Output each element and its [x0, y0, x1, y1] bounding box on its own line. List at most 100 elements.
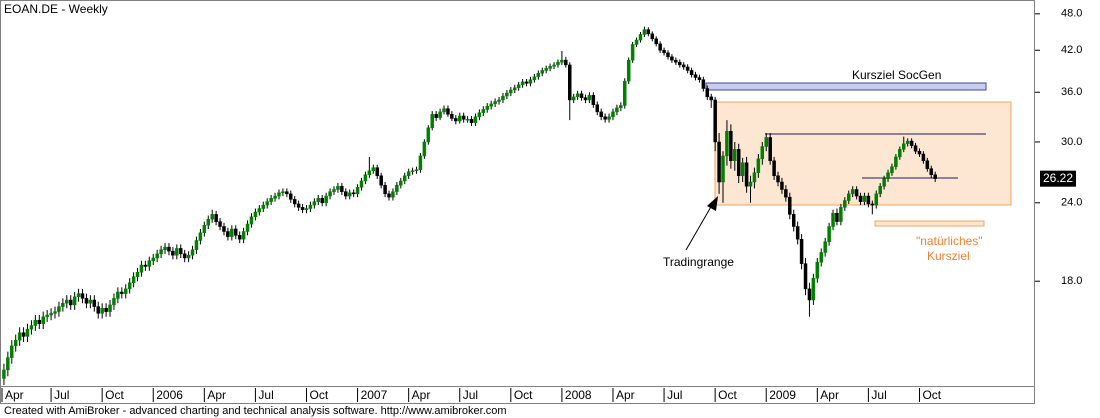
candle-body: [351, 192, 356, 195]
candle-body: [642, 29, 647, 35]
candle-body: [473, 116, 478, 123]
candle-body: [112, 298, 116, 306]
candle-body: [426, 127, 431, 143]
candle-body: [512, 87, 517, 91]
candle-body: [190, 249, 195, 256]
candle-body: [127, 282, 132, 290]
candle-body: [544, 68, 548, 71]
candle-body: [564, 59, 568, 66]
x-tick-label: Oct: [718, 388, 737, 402]
candle-body: [591, 95, 596, 105]
candle-body: [375, 167, 379, 177]
candle-body: [143, 264, 148, 267]
candle-body: [740, 162, 745, 177]
candle-body: [269, 198, 273, 202]
candle-body: [803, 263, 808, 290]
candle-body: [736, 149, 741, 177]
candle-body: [772, 160, 776, 177]
annotation-arrow: [685, 204, 713, 251]
candle-body: [925, 160, 930, 169]
candle-body: [202, 225, 207, 234]
candle-body: [905, 140, 910, 145]
candle-body: [434, 114, 438, 118]
candle-body: [340, 186, 344, 192]
candle-body: [477, 112, 482, 118]
candle-body: [921, 153, 926, 162]
natural-target-box: [874, 220, 985, 227]
candle-body: [811, 277, 816, 301]
x-tick-label: Jul: [258, 388, 273, 402]
candle-body: [721, 155, 725, 183]
candle-body: [568, 64, 572, 101]
candle-body: [611, 111, 615, 118]
candle-body: [253, 211, 258, 218]
trading-range-box: [714, 101, 1012, 206]
candle-body: [827, 226, 831, 243]
candle-body: [10, 345, 14, 358]
candle-body: [84, 298, 89, 304]
candle-body: [697, 77, 702, 80]
candle-body: [854, 189, 859, 197]
candle-body: [391, 191, 395, 198]
candle-body: [607, 116, 611, 120]
candle-body: [418, 155, 423, 170]
candle-body: [909, 140, 914, 146]
candle-body: [481, 109, 486, 113]
candle-body: [371, 167, 376, 171]
candle-body: [752, 172, 757, 183]
candle-body: [560, 59, 564, 63]
candle-body: [198, 232, 203, 241]
x-tick-label: Jul: [463, 388, 478, 402]
candle-body: [57, 306, 61, 312]
candle-body: [725, 131, 729, 157]
candle-body: [312, 201, 317, 206]
candle-body: [17, 332, 22, 341]
candle-body: [206, 218, 211, 226]
candle-body: [289, 193, 293, 200]
candle-body: [890, 166, 894, 173]
candle-body: [151, 257, 155, 262]
candle-body: [324, 195, 328, 204]
candle-body: [705, 88, 710, 98]
candle-body: [489, 103, 493, 107]
candle-body: [277, 192, 281, 197]
candle-body: [685, 66, 690, 71]
candle-body: [450, 114, 454, 119]
candle-body: [760, 146, 765, 160]
candle-body: [630, 44, 635, 61]
candle-body: [524, 81, 529, 84]
y-tick-label: 48.0: [1061, 8, 1082, 20]
candle-body: [579, 93, 584, 98]
candle-body: [654, 38, 658, 45]
candle-body: [784, 189, 788, 198]
candle-body: [795, 226, 800, 240]
candle-body: [72, 296, 77, 306]
x-tick-label: 2006: [156, 388, 183, 402]
candle-body: [65, 299, 69, 304]
candle-body: [379, 175, 383, 186]
candle-body: [108, 304, 112, 312]
candle-body: [658, 43, 662, 51]
candle-body: [45, 314, 49, 317]
candle-body: [182, 253, 187, 259]
candle-body: [493, 101, 497, 105]
last-price-label: 26.22: [1043, 171, 1073, 185]
candle-body: [300, 207, 305, 210]
candle-body: [902, 143, 906, 150]
candle-body: [674, 59, 678, 63]
candle-body: [799, 238, 804, 264]
candle-body: [96, 306, 100, 314]
candle-body: [583, 97, 588, 101]
candles: [2, 26, 937, 385]
x-tick-label: Apr: [820, 388, 839, 402]
candle-body: [395, 184, 399, 192]
candle-body: [599, 111, 603, 118]
annotation: Kursziel: [927, 249, 970, 263]
candle-body: [791, 214, 796, 227]
annotation-arrow-head: [707, 196, 718, 211]
candle-body: [387, 193, 391, 198]
candle-body: [846, 193, 851, 201]
candle-body: [116, 291, 120, 299]
candle-body: [575, 93, 580, 98]
